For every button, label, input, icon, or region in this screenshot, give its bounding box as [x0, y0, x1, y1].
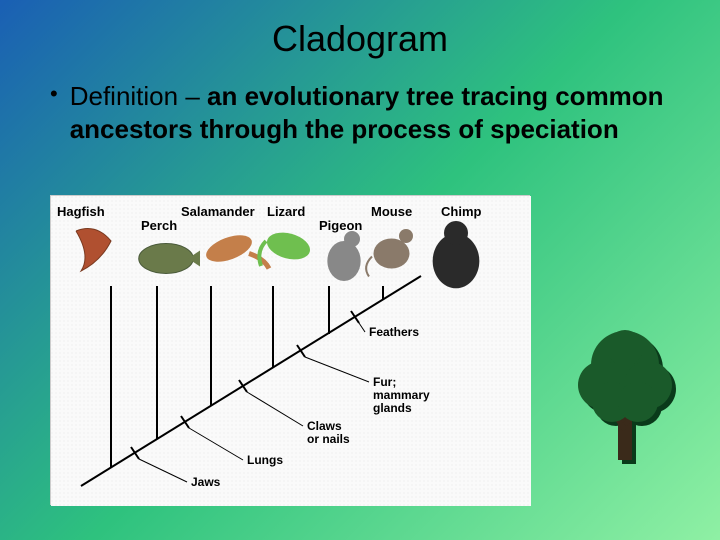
bullet-item: • Definition – an evolutionary tree trac…	[50, 80, 680, 145]
cladogram-diagram: Hagfish Perch Salamander Lizard Pigeon Mouse C…	[50, 195, 530, 505]
taxon-label-mouse: Mouse	[371, 204, 412, 219]
trait-label: Feathers	[369, 326, 419, 339]
taxon-label-hagfish: Hagfish	[57, 204, 105, 219]
taxon-label-pigeon: Pigeon	[319, 218, 362, 233]
definition-term: Definition –	[70, 81, 207, 111]
cladogram-svg	[51, 196, 531, 506]
tree-decoration-icon	[570, 330, 680, 475]
taxon-label-chimp: Chimp	[441, 204, 481, 219]
taxon-label-perch: Perch	[141, 218, 177, 233]
trait-label: Jaws	[191, 476, 220, 489]
trait-label: Fur;mammaryglands	[373, 376, 430, 416]
tree-svg	[570, 330, 680, 470]
bullet-text: Definition – an evolutionary tree tracin…	[70, 80, 680, 145]
trait-label: Lungs	[247, 454, 283, 467]
bullet-marker: •	[50, 80, 58, 109]
taxon-label-lizard: Lizard	[267, 204, 305, 219]
slide-title: Cladogram	[0, 0, 720, 60]
taxon-label-salamander: Salamander	[181, 204, 255, 219]
trait-label: Clawsor nails	[307, 420, 350, 446]
bullet-section: • Definition – an evolutionary tree trac…	[0, 60, 720, 155]
